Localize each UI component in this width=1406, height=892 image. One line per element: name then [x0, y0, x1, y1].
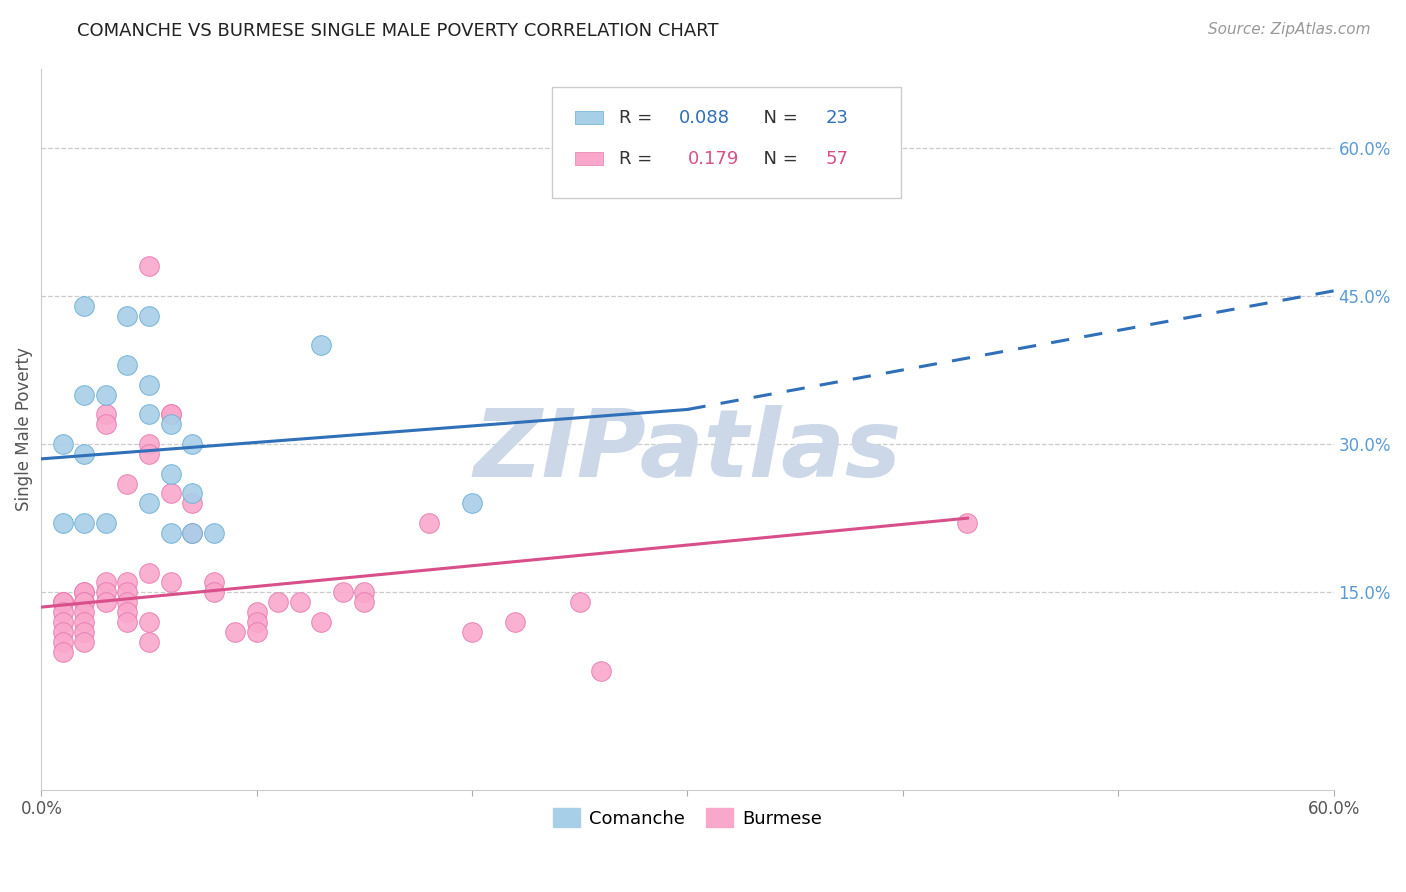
Point	[117, 476, 139, 491]
Point	[311, 615, 333, 629]
Point	[181, 526, 204, 541]
Point	[159, 575, 181, 590]
Point	[568, 595, 591, 609]
Text: COMANCHE VS BURMESE SINGLE MALE POVERTY CORRELATION CHART: COMANCHE VS BURMESE SINGLE MALE POVERTY …	[77, 22, 718, 40]
Point	[418, 516, 440, 530]
Point	[117, 585, 139, 599]
Point	[117, 575, 139, 590]
Point	[52, 634, 75, 648]
Point	[52, 437, 75, 451]
Point	[202, 585, 225, 599]
Point	[138, 309, 160, 323]
Point	[52, 624, 75, 639]
Point	[246, 615, 269, 629]
Point	[138, 259, 160, 273]
Point	[73, 585, 96, 599]
Point	[73, 387, 96, 401]
Point	[311, 338, 333, 352]
Point	[591, 665, 613, 679]
Point	[138, 634, 160, 648]
Point	[94, 387, 117, 401]
Y-axis label: Single Male Poverty: Single Male Poverty	[15, 347, 32, 511]
Point	[138, 447, 160, 461]
Point	[73, 615, 96, 629]
Point	[159, 467, 181, 481]
Point	[73, 447, 96, 461]
Point	[353, 585, 375, 599]
Point	[181, 526, 204, 541]
Point	[159, 526, 181, 541]
Point	[224, 624, 246, 639]
Point	[461, 624, 484, 639]
Point	[138, 496, 160, 510]
Point	[117, 605, 139, 619]
Point	[246, 624, 269, 639]
Point	[202, 575, 225, 590]
FancyBboxPatch shape	[575, 112, 603, 124]
Point	[94, 575, 117, 590]
Point	[73, 299, 96, 313]
Point	[159, 417, 181, 432]
Point	[52, 595, 75, 609]
Legend: Comanche, Burmese: Comanche, Burmese	[546, 801, 830, 835]
Point	[159, 486, 181, 500]
Point	[159, 408, 181, 422]
Point	[117, 615, 139, 629]
Text: N =: N =	[752, 109, 804, 127]
Point	[94, 516, 117, 530]
Point	[138, 437, 160, 451]
Point	[117, 595, 139, 609]
FancyBboxPatch shape	[575, 153, 603, 165]
Point	[159, 408, 181, 422]
Point	[52, 644, 75, 658]
Point	[117, 358, 139, 372]
Point	[181, 486, 204, 500]
Point	[52, 516, 75, 530]
Point	[353, 595, 375, 609]
Point	[73, 595, 96, 609]
Point	[73, 585, 96, 599]
Text: 23: 23	[825, 109, 849, 127]
Point	[138, 566, 160, 580]
Point	[503, 615, 526, 629]
Point	[52, 605, 75, 619]
Point	[138, 615, 160, 629]
Text: Source: ZipAtlas.com: Source: ZipAtlas.com	[1208, 22, 1371, 37]
Point	[138, 377, 160, 392]
Point	[138, 408, 160, 422]
Point	[461, 496, 484, 510]
Point	[94, 408, 117, 422]
Point	[73, 634, 96, 648]
Text: 0.179: 0.179	[688, 150, 740, 168]
Text: ZIPatlas: ZIPatlas	[474, 405, 901, 497]
Point	[52, 615, 75, 629]
Point	[52, 595, 75, 609]
FancyBboxPatch shape	[551, 87, 901, 198]
Point	[94, 585, 117, 599]
Text: R =: R =	[619, 109, 658, 127]
Text: 0.088: 0.088	[679, 109, 730, 127]
Point	[956, 516, 979, 530]
Point	[246, 605, 269, 619]
Point	[181, 437, 204, 451]
Text: R =: R =	[619, 150, 664, 168]
Point	[117, 309, 139, 323]
Point	[267, 595, 290, 609]
Point	[73, 516, 96, 530]
Text: N =: N =	[752, 150, 804, 168]
Point	[94, 417, 117, 432]
Point	[332, 585, 354, 599]
Point	[94, 595, 117, 609]
Text: 57: 57	[825, 150, 849, 168]
Point	[73, 595, 96, 609]
Point	[52, 595, 75, 609]
Point	[288, 595, 311, 609]
Point	[73, 624, 96, 639]
Point	[202, 526, 225, 541]
Point	[73, 605, 96, 619]
Point	[181, 496, 204, 510]
